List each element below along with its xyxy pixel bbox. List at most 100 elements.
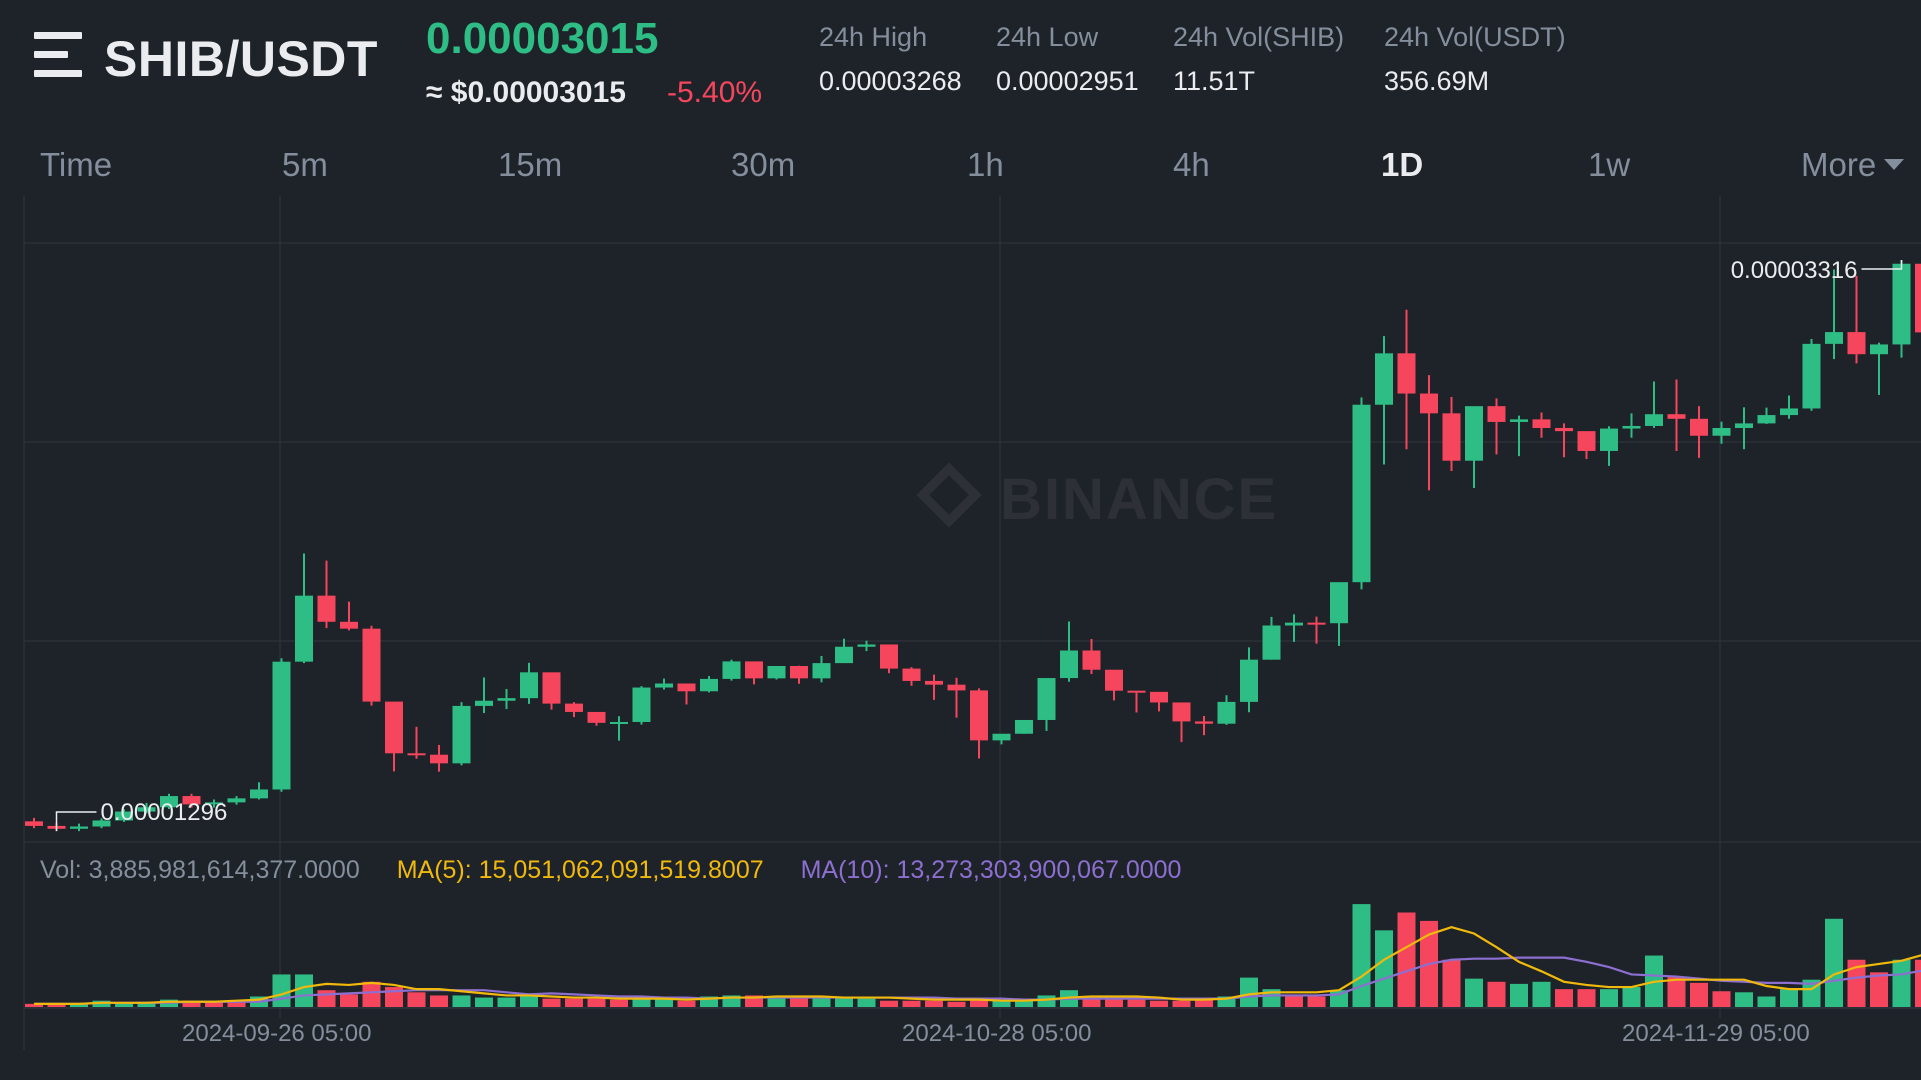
candle-body [587,711,606,723]
volume-bar [520,996,538,1007]
tab-30m[interactable]: 30m [731,146,796,183]
volume-bar [205,1001,223,1007]
stat-label: 24h Vol(SHIB) [1173,22,1345,52]
candle-body [1375,353,1393,405]
candle-body [1420,393,1438,414]
candle-body [700,678,718,692]
ma5-line [34,926,1921,1005]
min-price-leader [55,811,97,832]
menu-icon-bar [34,51,68,58]
candle-body [1307,622,1326,625]
volume-bar [857,998,876,1007]
volume-bar [1105,998,1123,1007]
candle-body [790,666,808,679]
stat-value: 0.00002951 [996,66,1139,96]
candle-body [1037,678,1056,720]
candle-body [992,733,1011,741]
trading-pair[interactable]: SHIB/USDT [104,31,378,87]
tab-15m[interactable]: 15m [498,146,563,183]
volume-bar [1847,959,1866,1007]
volume-bar [497,997,516,1007]
volume-bar [1442,959,1461,1007]
volume-bar [1870,972,1888,1007]
volume-bar [1690,982,1708,1007]
candle-body [1555,427,1573,432]
candle-body [632,687,651,722]
candle-body [1330,582,1348,624]
candle-body [475,700,493,706]
candle-body [1127,690,1146,693]
volume-bar [790,997,808,1007]
stat-label: 24h Vol(USDT) [1384,22,1566,52]
volume-bar [880,1000,898,1007]
tab-4h[interactable]: 4h [1173,146,1210,183]
volume-bar [1622,987,1641,1007]
stat-24h-vol-usdt: 24h Vol(USDT) 356.69M [1384,22,1566,97]
volume-bar [362,981,381,1007]
volume-bar [182,1000,201,1007]
volume-bar [970,998,988,1007]
ma5-value: MA(5): 15,051,062,091,519.8007 [396,856,764,884]
candle-body [655,683,673,688]
tab-1d[interactable]: 1D [1381,146,1424,183]
candle-body [317,595,336,622]
candle-body [295,595,313,662]
market-header: SHIB/USDT 0.00003015 ≈ $0.00003015 -5.40… [0,0,1921,140]
tab-1w[interactable]: 1w [1588,146,1631,183]
candle-body [947,684,966,691]
candle-body [1622,425,1641,429]
watermark: BINANCE [916,462,1278,532]
candle-body [1825,332,1843,344]
volume-bar [25,1003,43,1007]
menu-icon[interactable] [34,32,82,78]
candle-body [835,646,853,664]
volume-bar [452,995,471,1007]
volume-bar [70,1003,88,1007]
menu-icon-bar [34,32,82,39]
max-price-label: 0.00003316 [1731,257,1858,284]
x-axis-date: 2024-09-26 05:00 [182,1020,372,1047]
volume-bar [947,1001,966,1007]
candle-body [70,826,88,829]
volume-bar [272,974,291,1007]
stat-24h-vol-shib: 24h Vol(SHIB) 11.51T [1173,22,1344,97]
volume-bar [835,997,853,1007]
candle-body [1870,344,1888,355]
candle-body [857,644,876,647]
volume-bar [677,1000,696,1007]
volume-bar [115,1002,133,1007]
volume-bar [1172,1000,1191,1007]
volume-bar [340,994,358,1007]
candle-body [1892,263,1911,345]
tab-time[interactable]: Time [40,146,113,183]
x-axis-date: 2024-11-29 05:00 [1622,1020,1810,1047]
candle-body [25,821,43,826]
candle-body [565,703,583,712]
volume-bar [1195,998,1213,1007]
candle-body [407,753,426,756]
volume-bar [902,1000,921,1007]
usd-price: ≈ $0.00003015 [426,76,626,109]
stat-24h-high: 24h High 0.00003268 [819,22,962,97]
candle-body [1532,419,1551,428]
tab-5m[interactable]: 5m [282,146,328,183]
volume-bar [430,995,448,1007]
volume-bar [1532,981,1551,1007]
volume-bar [1667,976,1686,1007]
stat-value: 0.00003268 [819,66,962,96]
candle-body [1847,332,1866,355]
volume-legend: Vol: 3,885,981,614,377.0000 MA(5): 15,05… [40,856,1211,885]
candle-body [272,661,291,790]
candle-body [1150,691,1168,703]
candle-body [497,698,516,701]
volume-bar [407,992,426,1007]
volume-bar [1285,996,1303,1007]
candle-body [1577,431,1596,451]
tab-1h[interactable]: 1h [967,146,1004,183]
max-price-leader [1861,260,1903,270]
tab-more[interactable]: More [1801,146,1905,184]
price-change-percent: -5.40% [667,76,763,109]
volume-bar [745,995,763,1007]
last-price: 0.00003015 [426,14,659,63]
